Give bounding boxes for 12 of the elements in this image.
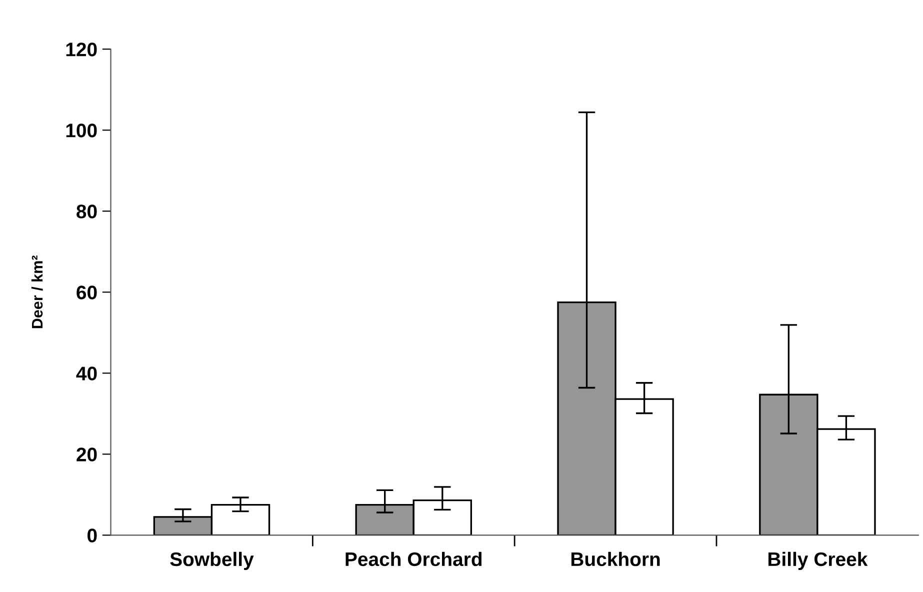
x-tick-label: Billy Creek — [768, 552, 868, 570]
y-tick-label: 40 — [76, 366, 97, 380]
y-tick-label: 60 — [76, 286, 97, 300]
y-tick-label: 0 — [88, 528, 97, 542]
y-axis-title: Deer / km² — [31, 256, 43, 328]
y-tick-label: 100 — [66, 124, 97, 138]
y-tick-label: 120 — [66, 42, 97, 56]
y-tick-label: 20 — [76, 448, 97, 462]
x-tick-label: Sowbelly — [170, 552, 254, 570]
x-tick-label: Buckhorn — [571, 552, 660, 566]
y-tick-label: 80 — [76, 204, 97, 218]
x-tick-label: Peach Orchard — [346, 552, 482, 566]
